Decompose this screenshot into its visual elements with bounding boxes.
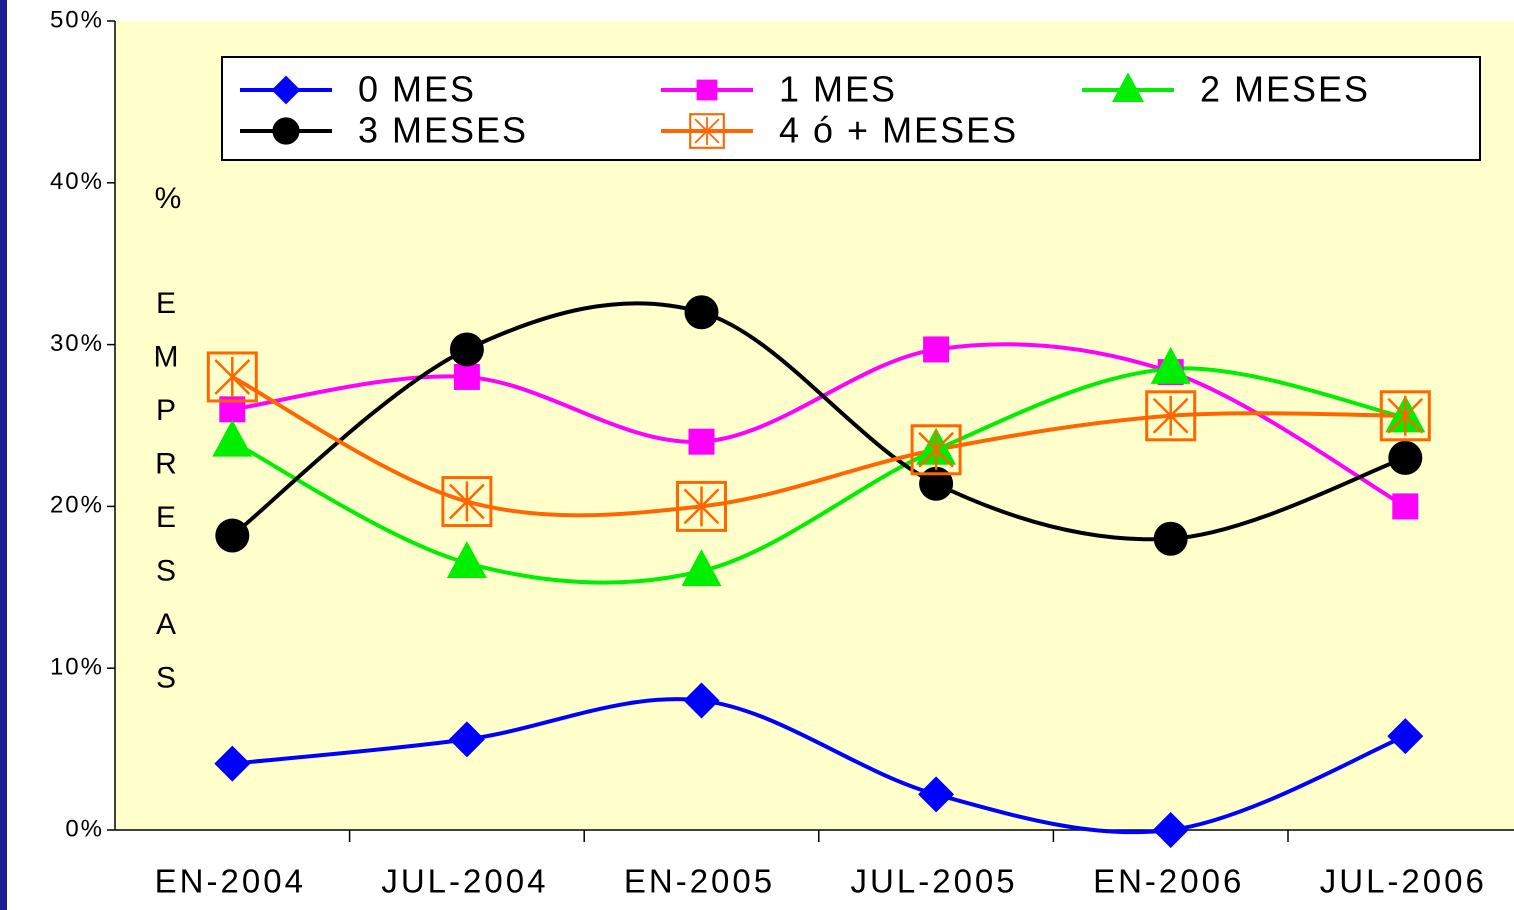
marker-box <box>689 113 725 149</box>
data-point <box>1379 390 1431 442</box>
data-point <box>681 549 722 587</box>
marker-box <box>1379 390 1431 442</box>
marker-star <box>694 117 720 146</box>
legend-label: 3 MESES <box>358 110 528 151</box>
legend-label: 0 MES <box>358 69 476 110</box>
legend-marker <box>696 79 718 101</box>
data-point <box>918 776 955 813</box>
marker-star <box>1387 395 1424 436</box>
legend-label: 1 MES <box>779 69 897 110</box>
series-line <box>232 342 1407 509</box>
series-line <box>231 301 1406 542</box>
data-point <box>1150 346 1191 384</box>
y-tick-label: 10% <box>50 654 104 681</box>
legend-label: 2 MESES <box>1200 69 1370 110</box>
series-line <box>231 375 1406 518</box>
y-axis-unit: % <box>155 182 182 215</box>
data-point <box>684 295 719 330</box>
marker-box <box>676 480 727 532</box>
data-point <box>1392 493 1419 520</box>
data-point <box>1388 440 1423 475</box>
data-point <box>214 745 251 782</box>
series-line <box>232 697 1407 835</box>
data-point <box>212 419 253 457</box>
data-point <box>688 428 715 455</box>
y-tick-label: 50% <box>50 6 104 33</box>
data-point <box>919 466 954 501</box>
marker-star <box>918 429 954 470</box>
marker-star <box>449 481 485 522</box>
x-tick-label: JUL-2005 <box>851 863 1018 900</box>
legend-marker <box>689 113 725 149</box>
marker-star <box>1152 395 1189 436</box>
marker-star <box>683 486 720 527</box>
data-point <box>910 424 962 476</box>
data-point <box>441 476 493 528</box>
data-point <box>1145 390 1197 442</box>
x-tick-label: JUL-2004 <box>381 863 548 900</box>
y-tick-label: 0% <box>65 815 104 842</box>
left-stripe <box>0 0 7 910</box>
data-point <box>448 721 485 758</box>
data-point <box>206 351 258 403</box>
y-tick-label: 40% <box>50 168 104 195</box>
data-point <box>676 480 727 532</box>
data-point <box>453 363 480 390</box>
data-point <box>1153 521 1188 556</box>
x-tick-label: EN-2005 <box>624 863 775 900</box>
x-tick-label: EN-2006 <box>1093 863 1244 900</box>
data-point <box>1387 718 1424 755</box>
marker-box <box>1145 390 1197 442</box>
legend-marker <box>1112 72 1144 102</box>
data-point <box>449 332 484 367</box>
y-tick-label: 30% <box>50 330 104 357</box>
legend-box <box>221 56 1481 161</box>
marker-star <box>214 356 251 397</box>
data-point <box>683 682 720 719</box>
marker-box <box>910 424 962 476</box>
legend-marker <box>272 117 300 145</box>
legend-label: 4 ó + MESES <box>779 110 1018 151</box>
x-tick-label: JUL-2006 <box>1320 863 1487 900</box>
marker-box <box>206 351 258 403</box>
y-tick-label: 20% <box>50 492 104 519</box>
marker-box <box>441 476 493 528</box>
x-tick-label: EN-2004 <box>155 863 306 900</box>
data-point <box>1152 812 1189 848</box>
data-point <box>215 518 250 553</box>
data-point <box>446 541 487 579</box>
series-line <box>231 366 1406 585</box>
data-point <box>923 336 950 363</box>
